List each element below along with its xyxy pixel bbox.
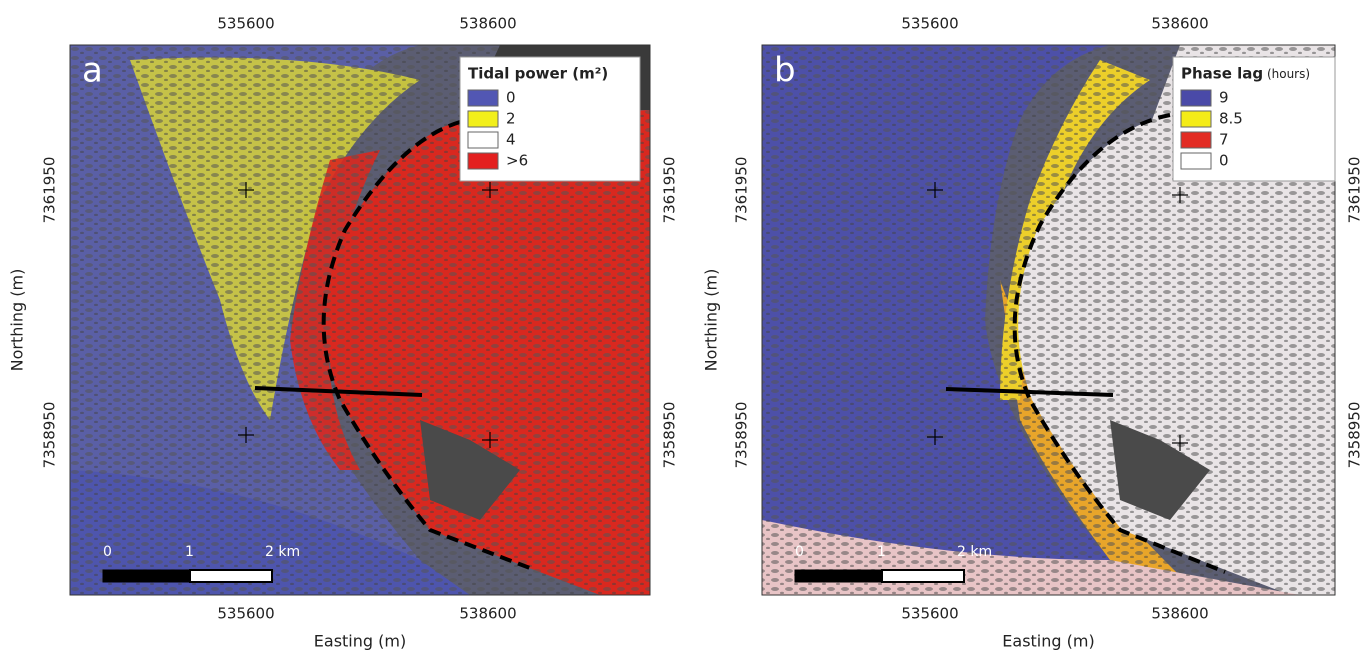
- legend-label: 0: [1219, 152, 1229, 170]
- x-axis-label: Easting (m): [1002, 632, 1094, 651]
- scale-bar: [795, 570, 882, 582]
- y-tick-label: 7361950: [733, 157, 751, 224]
- panel-letter: b: [774, 51, 796, 91]
- x-tick-label: 538600: [459, 605, 516, 623]
- scale-label: 2 km: [265, 544, 300, 560]
- x-tick-label: 538600: [1151, 15, 1208, 33]
- scale-label: 2 km: [957, 544, 992, 560]
- legend-label: 4: [506, 131, 516, 149]
- y-tick-label: 7361950: [661, 157, 679, 224]
- scale-label: 1: [877, 544, 886, 560]
- y-tick-label: 7361950: [41, 157, 59, 224]
- x-tick-label: 538600: [1151, 605, 1208, 623]
- legend-label: 9: [1219, 89, 1229, 107]
- x-tick-label: 535600: [217, 15, 274, 33]
- scale-bar: [190, 570, 272, 582]
- legend-swatch: [468, 111, 498, 127]
- legend-label: 8.5: [1219, 110, 1243, 128]
- y-tick-label: 7358950: [41, 402, 59, 469]
- y-axis-label: Northing (m): [8, 269, 27, 372]
- panel-letter: a: [82, 51, 103, 91]
- scale-bar: [103, 570, 190, 582]
- y-tick-label: 7358950: [733, 402, 751, 469]
- figure: a 535600 538600 535600 538600 7361950 7358950 7…: [0, 0, 1365, 655]
- y-tick-label: 7361950: [1346, 157, 1364, 224]
- legend-unit: (hours): [1263, 67, 1310, 81]
- legend-label: 7: [1219, 131, 1229, 149]
- legend-title: Tidal power (m²): [468, 65, 608, 83]
- legend-label: 0: [506, 89, 516, 107]
- y-axis-label: Northing (m): [702, 269, 721, 372]
- legend-swatch: [1181, 90, 1211, 106]
- legend-swatch: [1181, 153, 1211, 169]
- x-axis-label: Easting (m): [314, 632, 406, 651]
- x-tick-label: 535600: [901, 15, 958, 33]
- y-tick-label: 7358950: [1346, 402, 1364, 469]
- legend-swatch: [1181, 111, 1211, 127]
- scale-bar: [882, 570, 964, 582]
- legend-label: >6: [506, 152, 528, 170]
- scale-label: 0: [103, 544, 112, 560]
- legend-swatch: [468, 132, 498, 148]
- legend-swatch: [468, 90, 498, 106]
- scale-label: 1: [185, 544, 194, 560]
- legend-title: Phase lag (hours): [1181, 65, 1310, 83]
- y-tick-label: 7358950: [661, 402, 679, 469]
- x-tick-label: 535600: [901, 605, 958, 623]
- x-tick-label: 538600: [459, 15, 516, 33]
- x-tick-label: 535600: [217, 605, 274, 623]
- scale-label: 0: [795, 544, 804, 560]
- legend-swatch: [468, 153, 498, 169]
- legend-label: 2: [506, 110, 516, 128]
- legend-swatch: [1181, 132, 1211, 148]
